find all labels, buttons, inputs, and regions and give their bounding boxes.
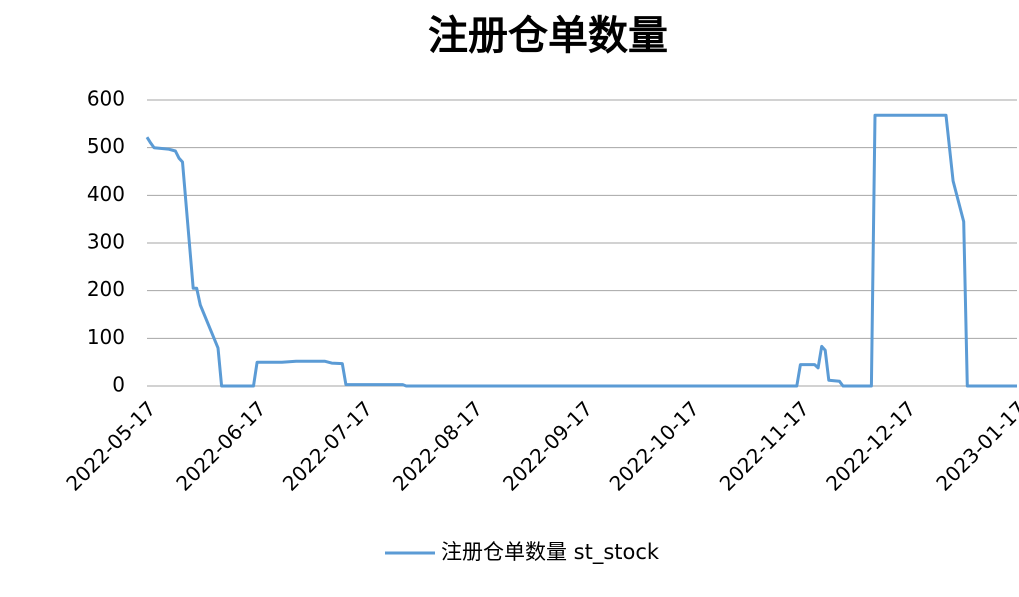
- x-tick-label: 2022-08-17: [388, 396, 487, 495]
- x-tick-label: 2022-10-17: [605, 396, 704, 495]
- x-tick-label: 2022-11-17: [715, 396, 814, 495]
- x-tick-label: 2022-06-17: [171, 396, 270, 495]
- y-tick-label: 500: [87, 134, 125, 158]
- line-series: [145, 113, 1017, 388]
- y-tick-label: 300: [87, 230, 125, 254]
- x-tick-label: 2022-07-17: [278, 396, 377, 495]
- y-tick-label: 100: [87, 325, 125, 349]
- x-tick-label: 2022-09-17: [498, 396, 597, 495]
- x-tick-label: 2022-12-17: [821, 396, 920, 495]
- y-tick-label: 200: [87, 277, 125, 301]
- x-tick-label: 2023-01-17: [931, 396, 1019, 495]
- x-tick-label: 2022-05-17: [61, 396, 160, 495]
- y-tick-label: 600: [87, 87, 125, 111]
- legend-label: 注册仓单数量 st_stock: [441, 540, 660, 565]
- chart-title: 注册仓单数量: [428, 13, 668, 59]
- y-tick-label: 0: [112, 373, 125, 397]
- y-tick-label: 400: [87, 182, 125, 206]
